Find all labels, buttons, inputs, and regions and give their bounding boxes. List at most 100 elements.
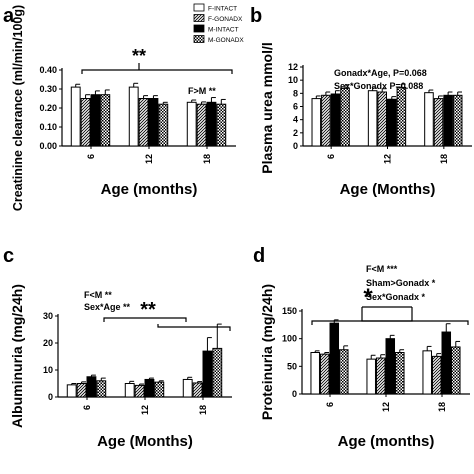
y-tick-label-b: 6	[293, 102, 298, 112]
bar-d-f-gonadx-6	[319, 353, 330, 395]
bar-b-m-intact-6	[330, 93, 341, 147]
chart-panel-b: 0 2 4 6 8 10 12 6 12 18 Age (Months) Plasma urea mm…	[259, 42, 472, 198]
bar-c-f-intact-18	[182, 378, 193, 398]
legend-swatch-f-gonadx	[193, 14, 205, 22]
annotation-d-note-2: Sex*Gonadx *	[366, 292, 426, 302]
x-axis-label-a: Age (months)	[101, 181, 198, 198]
x-tick-label-a: 12	[144, 154, 154, 164]
y-tick-label-d: 100	[282, 334, 297, 344]
bar-a-f-gonadx-6	[80, 98, 91, 147]
bar-b-f-gonadx-18	[433, 98, 444, 147]
bar-a-m-gonadx-18	[216, 103, 227, 147]
panel-letter-c: c	[3, 245, 14, 267]
significance-bracket-c	[103, 317, 187, 322]
annotation-a-note-0: F>M **	[188, 86, 216, 96]
bar-a-m-intact-12	[148, 98, 159, 147]
y-tick-label-b: 0	[293, 141, 298, 151]
bar-c-m-gonadx-18	[212, 347, 223, 398]
annotation-d-note-0: F<M ***	[366, 264, 398, 274]
bar-b-f-gonadx-6	[321, 94, 331, 147]
legend-label-m-intact: M-INTACT	[208, 27, 239, 34]
x-tick-label-c: 12	[140, 405, 150, 415]
y-tick-label-b: 2	[293, 128, 298, 138]
y-tick-label-a: 0.40	[39, 65, 57, 75]
bar-b-m-gonadx-18	[452, 94, 463, 147]
bar-d-m-gonadx-6	[339, 349, 349, 395]
x-axis-label-c: Age (Months)	[97, 433, 193, 450]
bar-b-m-intact-18	[443, 94, 453, 147]
y-tick-label-c: 20	[43, 338, 53, 348]
bar-c-f-gonadx-18	[192, 382, 203, 398]
y-tick-label-c: 10	[43, 365, 53, 375]
y-tick-label-a: 0.30	[39, 84, 57, 94]
significance-stars-c: **	[140, 299, 156, 321]
bar-b-m-intact-12	[387, 98, 397, 147]
annotation-b-note-0: Gonadx*Age, P=0.068	[334, 68, 427, 78]
x-tick-label-a: 18	[202, 154, 212, 164]
annotation-c-note-1: Sex*Age **	[84, 302, 131, 312]
bar-c-m-intact-6	[86, 376, 97, 398]
y-tick-label-d: 50	[287, 361, 297, 371]
bar-a-m-gonadx-6	[100, 94, 111, 147]
x-tick-label-b: 6	[326, 154, 336, 159]
panel-letter-b: b	[250, 5, 262, 27]
y-axis-label-a: Creatinine clearance (ml/min/100g)	[11, 5, 25, 211]
y-tick-label-c: 0	[48, 392, 53, 402]
x-tick-label-c: 6	[82, 405, 92, 410]
bar-c-f-intact-12	[124, 383, 135, 398]
y-tick-label-d: 0	[292, 389, 297, 399]
bar-b-m-gonadx-12	[396, 86, 407, 147]
y-tick-label-a: 0.00	[39, 141, 57, 151]
y-tick-label-b: 8	[293, 88, 298, 98]
legend-label-f-gonadx: F-GONADX	[208, 16, 243, 23]
y-axis-label-c: Albuminuria (mg/24h)	[9, 284, 25, 428]
bar-c-m-gonadx-12	[154, 381, 165, 398]
x-tick-label-b: 12	[383, 154, 393, 164]
bar-c-f-intact-6	[66, 384, 77, 398]
bar-a-m-gonadx-12	[158, 103, 169, 147]
x-tick-label-a: 6	[86, 154, 96, 159]
chart-panel-c: 0 10 20 30 6 12 18 Age (Months) Albuminuria (mg/…	[9, 284, 232, 450]
annotation-b-note-1: Sex*Gonadx P=0.088	[334, 81, 423, 91]
bar-b-f-intact-18	[424, 92, 434, 147]
significance-stars-a: **	[132, 46, 146, 66]
bar-d-m-gonadx-18	[451, 346, 461, 395]
annotation-d-note-1: Sham>Gonadx *	[366, 278, 436, 288]
annotation-c-note-0: F<M **	[84, 290, 112, 300]
bar-c-m-intact-18	[202, 350, 213, 398]
x-tick-label-c: 18	[198, 405, 208, 415]
significance-bracket-d-right	[361, 307, 469, 325]
bar-c-m-gonadx-6	[96, 380, 107, 398]
y-axis-label-b: Plasma urea mmol/l	[259, 42, 275, 174]
legend: F-INTACT F-GONADX M-INTACT M-GONADX	[193, 3, 244, 44]
legend-label-m-gonadx: M-GONADX	[208, 37, 244, 44]
y-tick-label-c: 30	[43, 311, 53, 321]
bar-a-f-intact-6	[70, 86, 81, 147]
bar-c-f-gonadx-12	[134, 384, 145, 398]
bar-d-f-intact-18	[422, 350, 432, 395]
x-tick-label-d: 6	[325, 402, 335, 407]
legend-label-f-intact: F-INTACT	[208, 6, 237, 13]
x-tick-label-d: 12	[381, 402, 391, 412]
bar-d-f-intact-12	[366, 358, 376, 395]
bar-a-m-intact-18	[206, 101, 217, 147]
y-tick-label-d: 150	[282, 306, 297, 316]
bar-a-f-intact-12	[128, 86, 139, 147]
significance-stars-d: *	[363, 284, 373, 311]
bar-c-f-gonadx-6	[76, 383, 87, 398]
chart-panel-a: 0.00 0.10 0.20 0.30 0.40 6 12 18 Age (months) Cre…	[11, 5, 236, 211]
bar-b-f-intact-12	[367, 90, 378, 147]
legend-swatch-m-intact	[193, 24, 205, 33]
bar-b-m-gonadx-6	[340, 87, 350, 147]
bar-d-f-gonadx-12	[375, 357, 386, 395]
bar-d-f-gonadx-18	[431, 355, 442, 395]
bar-a-f-intact-18	[186, 101, 197, 147]
significance-bracket-a	[81, 69, 233, 74]
x-axis-label-b: Age (Months)	[340, 181, 436, 198]
bar-b-f-intact-6	[311, 98, 322, 147]
bar-d-m-intact-6	[329, 322, 340, 395]
y-tick-label-b: 10	[288, 75, 298, 85]
chart-panel-d: 0 50 100 150 6 12 18 Age (months) Proteinuria (m…	[259, 284, 470, 450]
legend-swatch-m-gonadx	[193, 35, 205, 43]
